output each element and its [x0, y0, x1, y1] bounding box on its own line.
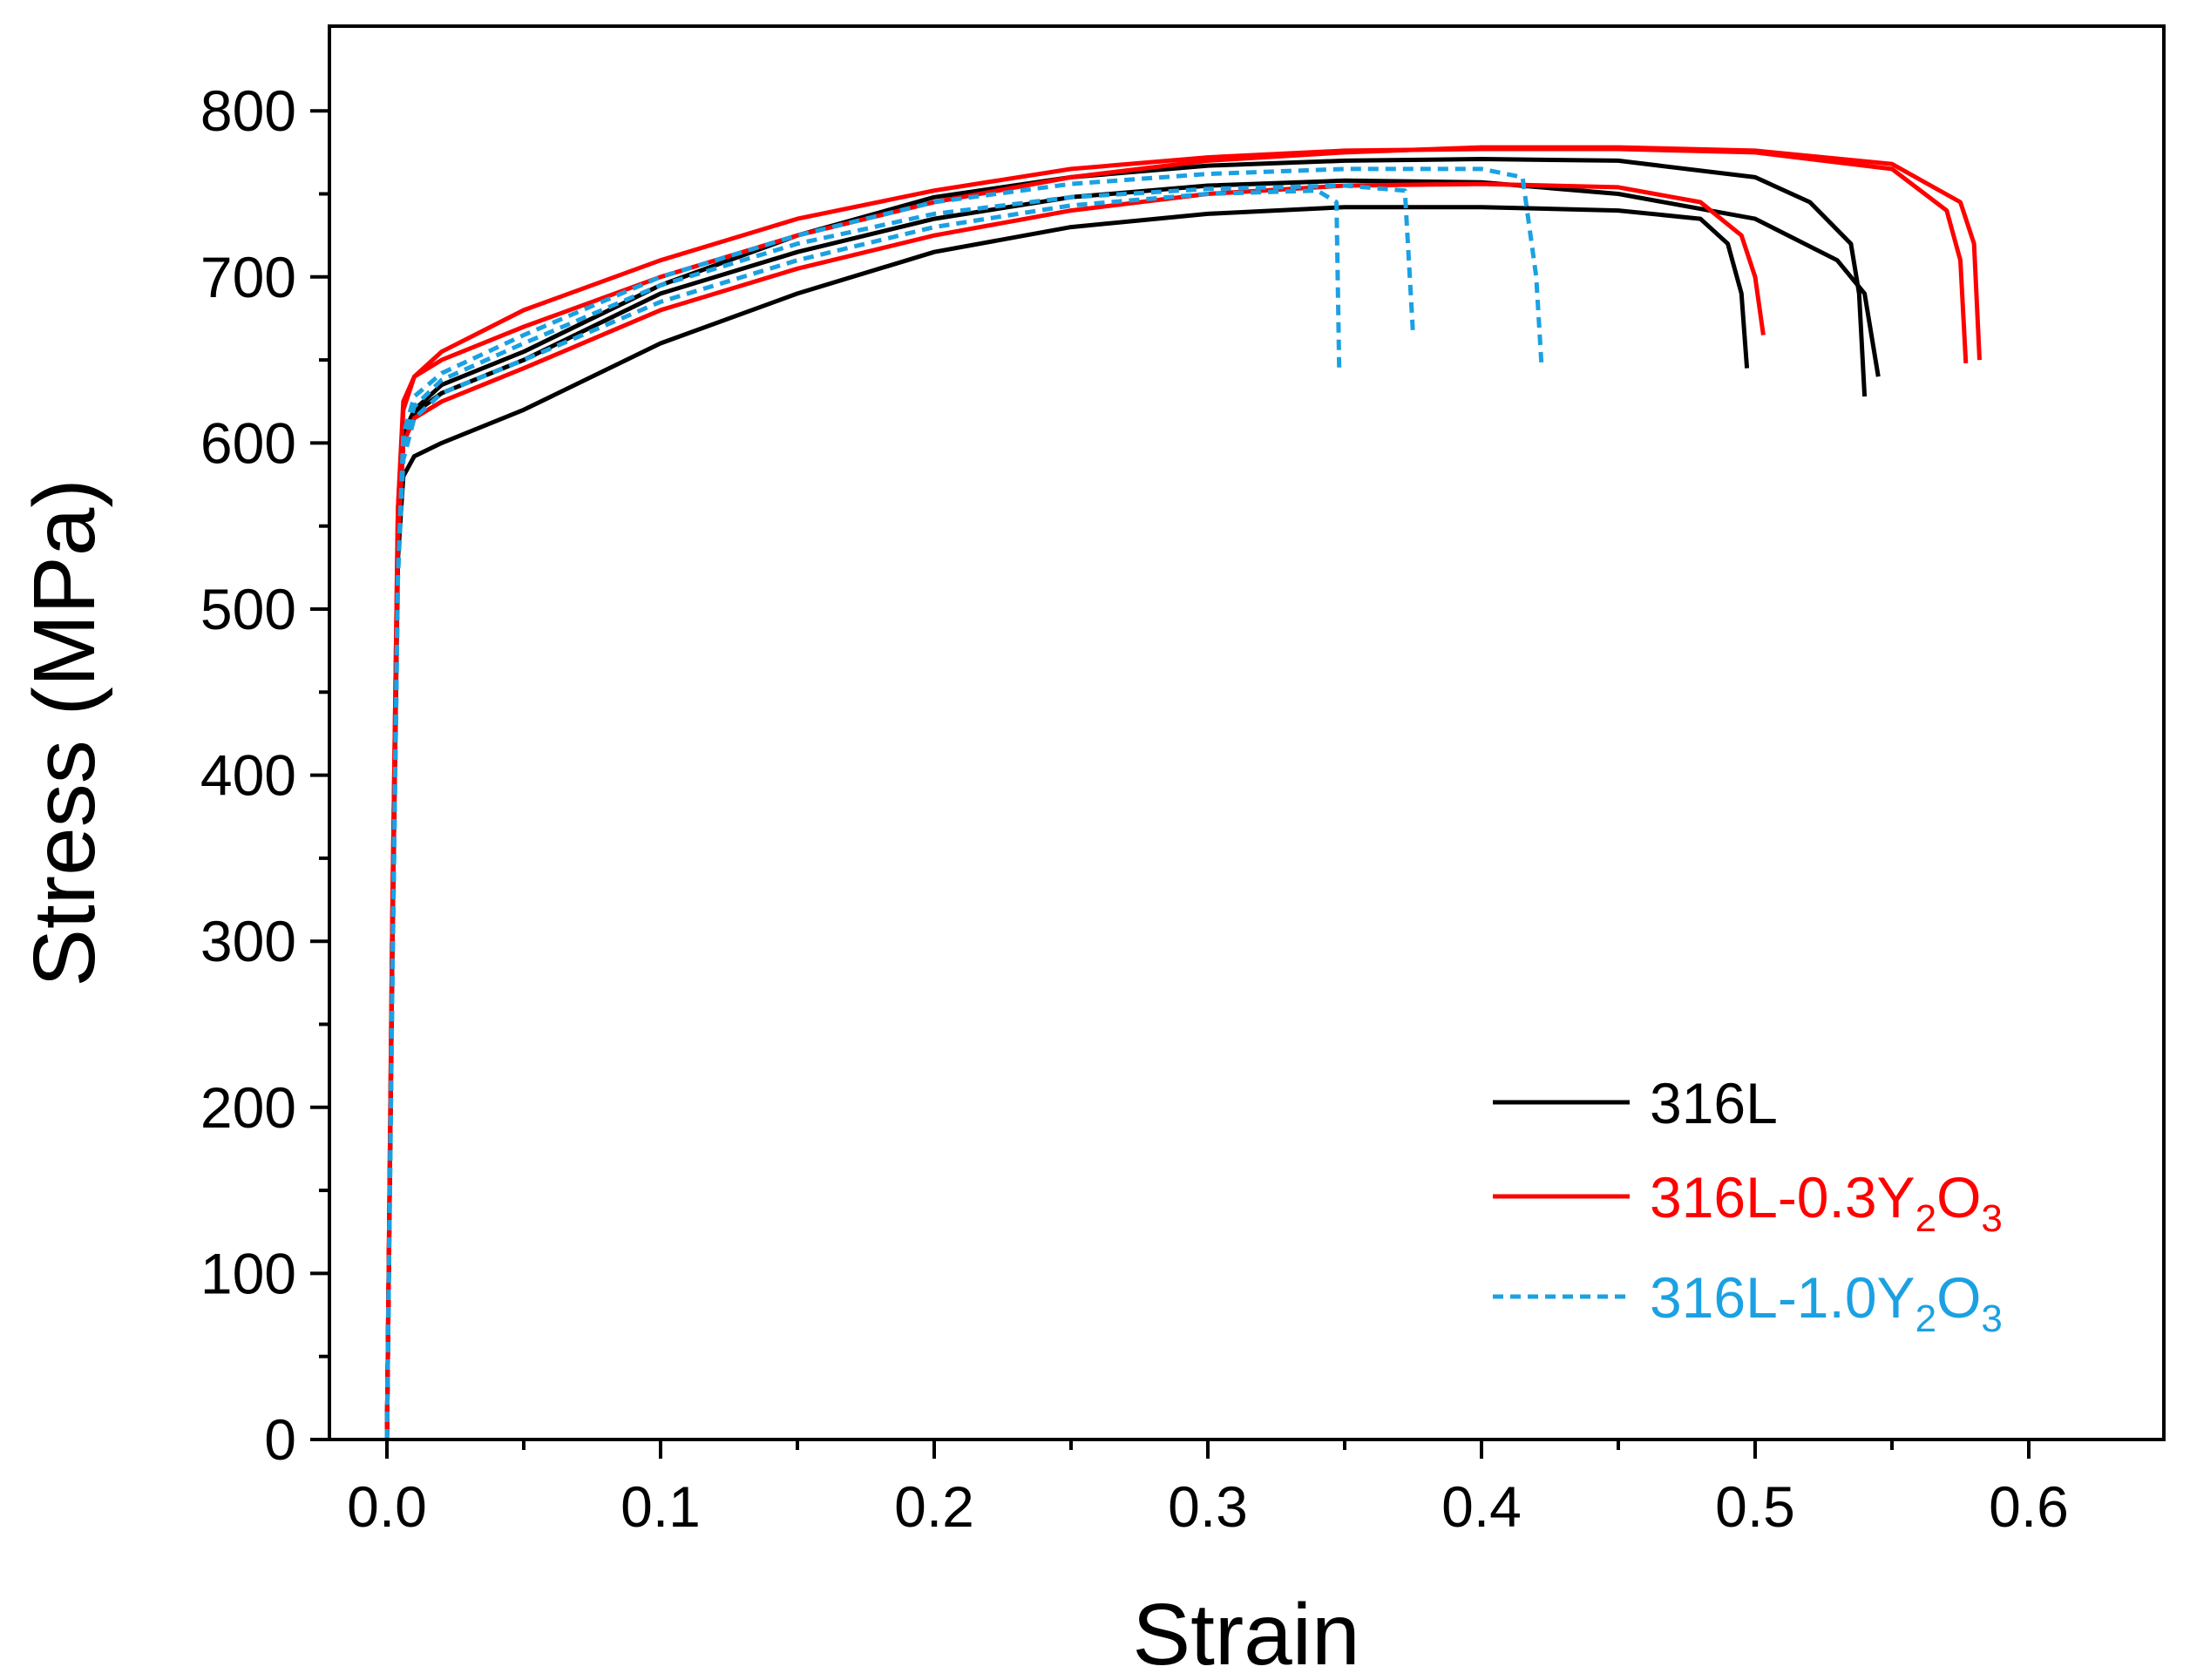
x-tick-label: 0.5 — [1715, 1474, 1795, 1539]
x-tick-label: 0.2 — [894, 1474, 974, 1539]
y-axis-title: Stress (MPa) — [16, 478, 113, 986]
series-line-5 — [384, 145, 1982, 1440]
legend-label-3: 316L-1.0Y2O3 — [1650, 1265, 2003, 1340]
y-tick-label: 400 — [200, 743, 296, 808]
series-line-9 — [384, 166, 1544, 1440]
y-tick-label: 800 — [200, 78, 296, 143]
y-tick-label: 500 — [200, 577, 296, 641]
y-tick-label: 0 — [264, 1407, 296, 1472]
y-tick-label: 600 — [200, 410, 296, 475]
x-tick-label: 0.1 — [620, 1474, 701, 1539]
legend-label-2: 316L-0.3Y2O3 — [1650, 1165, 2003, 1240]
y-axis: 0 100 200 300 400 500 600 700 800 — [200, 78, 329, 1472]
y-tick-label: 200 — [200, 1075, 296, 1140]
x-tick-label: 0.4 — [1441, 1474, 1522, 1539]
x-axis-title: Strain — [1132, 1586, 1359, 1680]
y-tick-label: 700 — [200, 245, 296, 309]
plot-frame — [328, 24, 2166, 1441]
y-tick-label: 100 — [200, 1241, 296, 1305]
series-line-7 — [384, 188, 1342, 1440]
legend: 316L 316L-0.3Y2O3 316L-1.0Y2O3 — [1493, 1071, 2003, 1340]
y-tick-label: 300 — [200, 909, 296, 973]
x-tick-label: 0.0 — [347, 1474, 427, 1539]
series-layer — [384, 145, 1982, 1440]
x-axis: 0.0 0.1 0.2 0.3 0.4 0.5 0.6 — [347, 1440, 2069, 1539]
x-tick-label: 0.3 — [1168, 1474, 1248, 1539]
x-tick-label: 0.6 — [1989, 1474, 2069, 1539]
legend-label-1: 316L — [1650, 1071, 1778, 1135]
series-line-3 — [384, 157, 1868, 1440]
